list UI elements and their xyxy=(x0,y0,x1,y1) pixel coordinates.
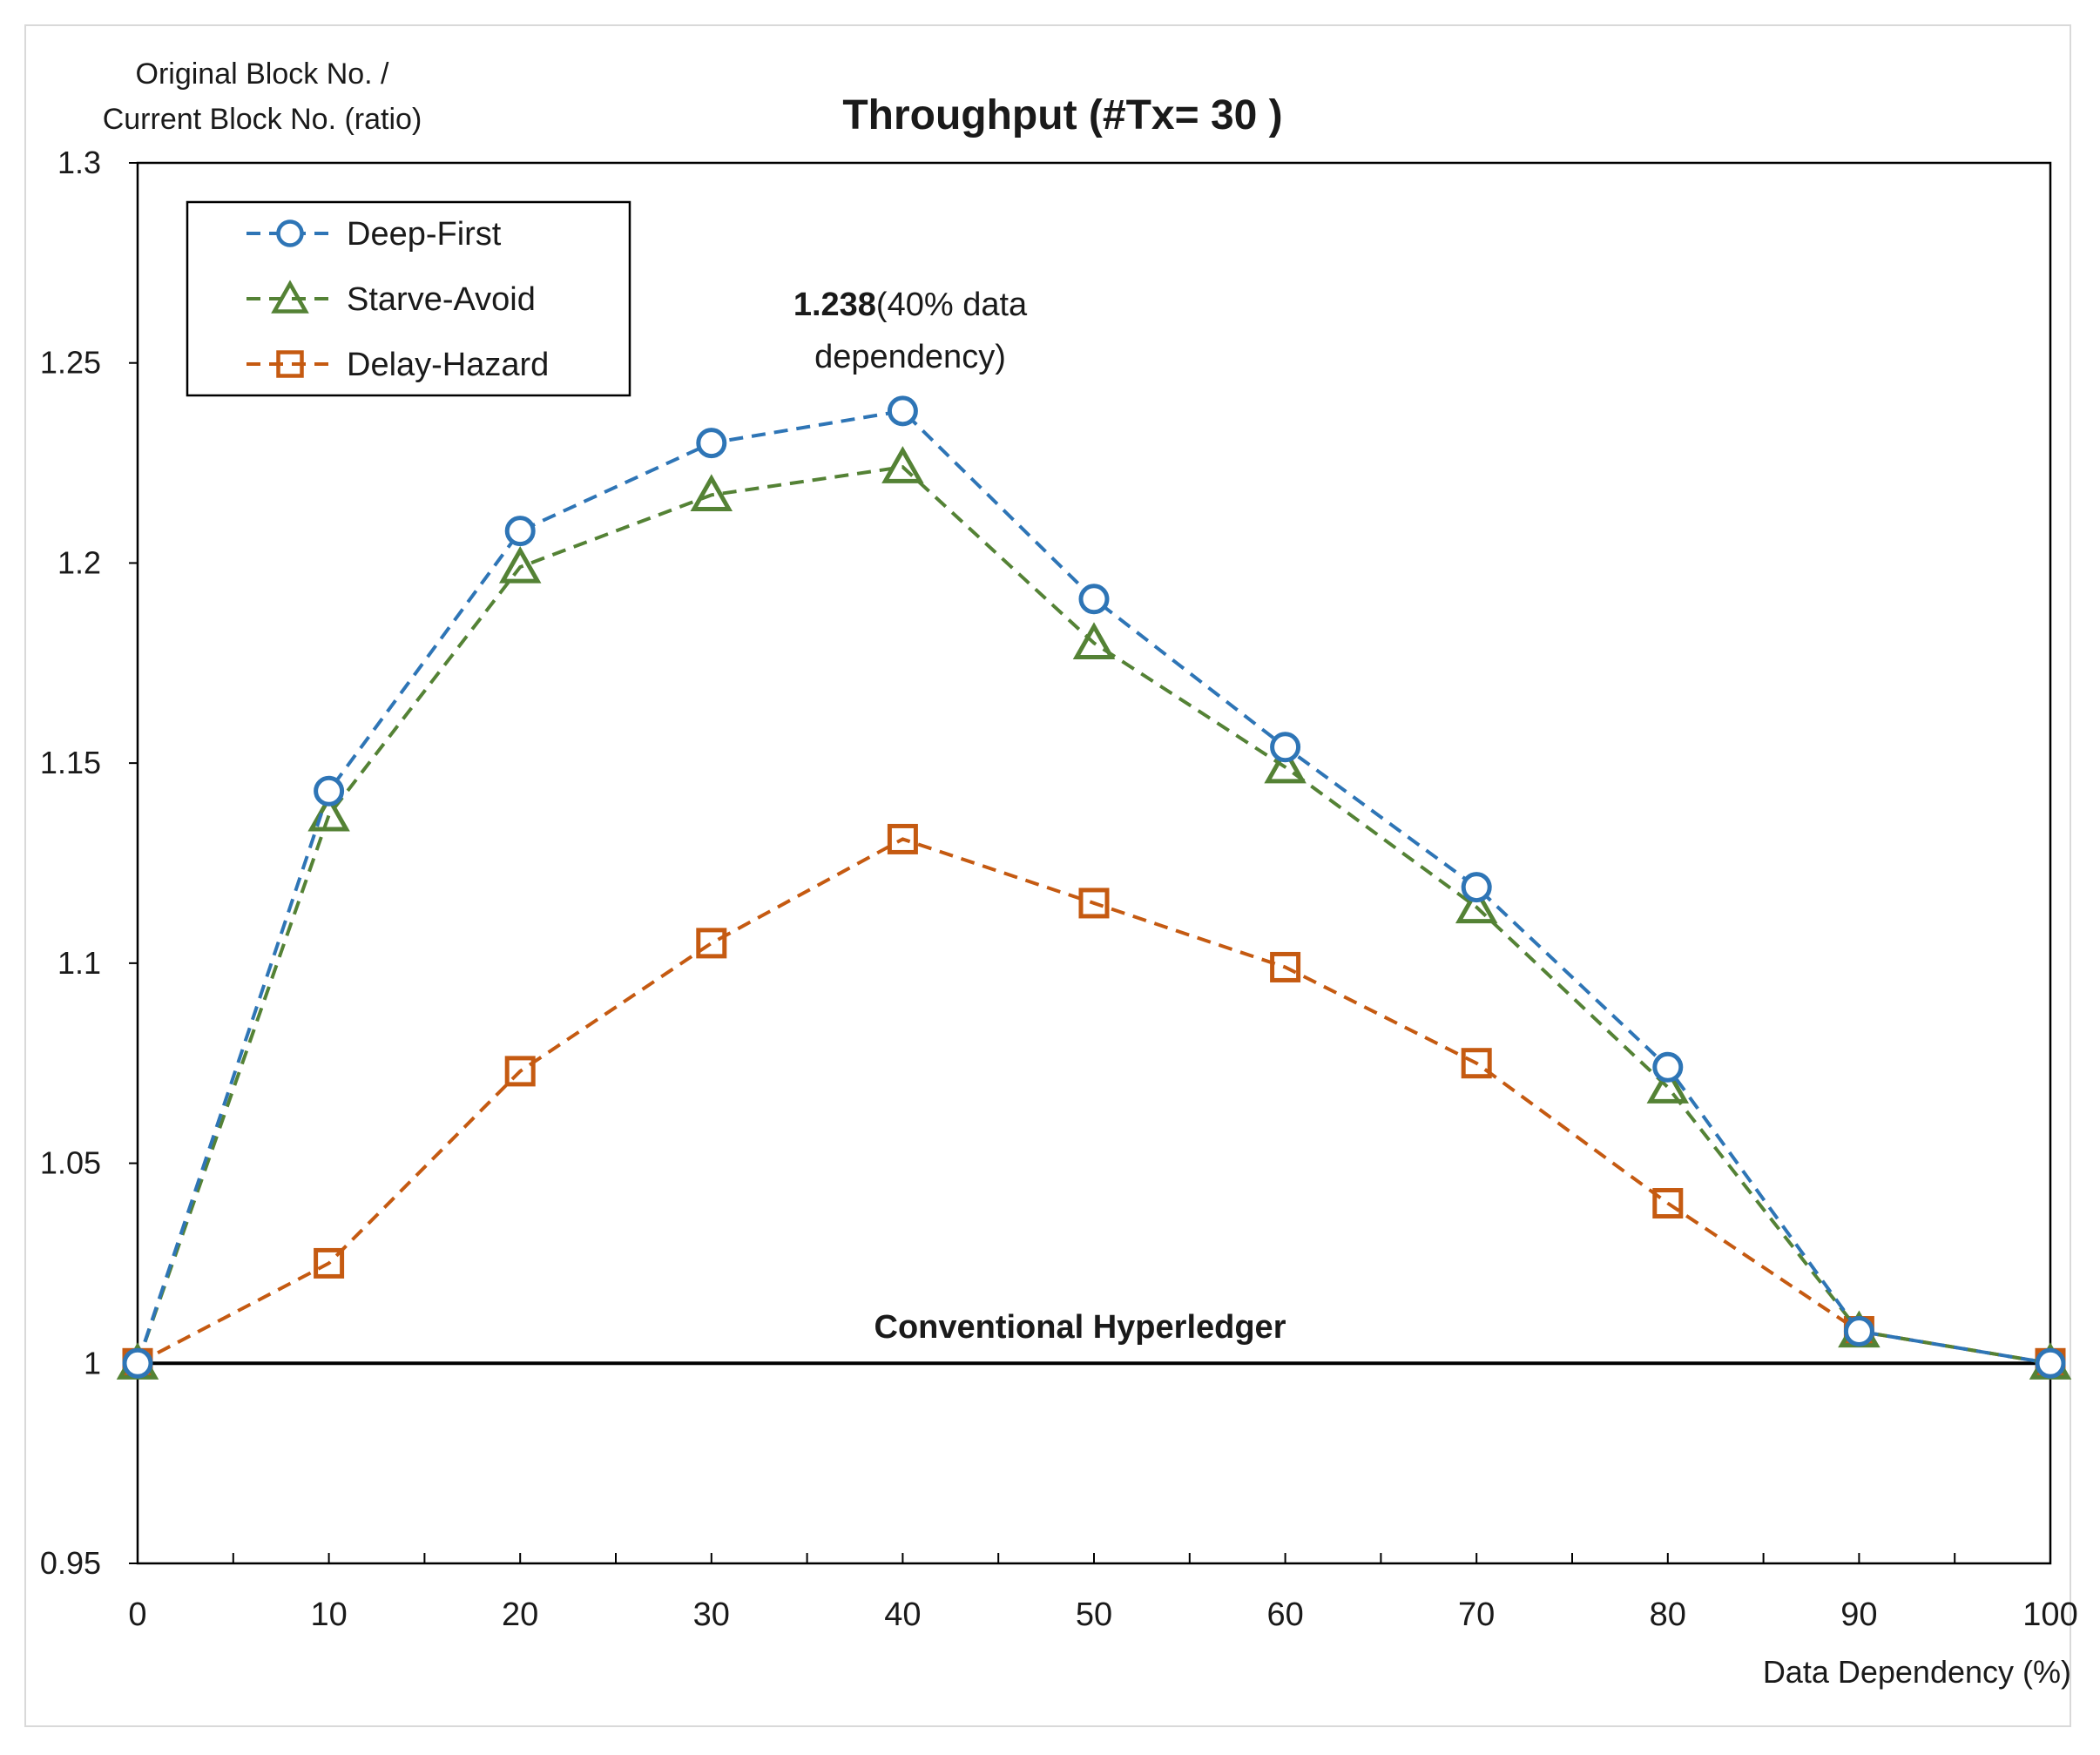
x-tick-label: 40 xyxy=(884,1596,921,1633)
data-point-deep-first xyxy=(1652,1051,1684,1083)
peak-annotation-line-2: dependency) xyxy=(814,339,1006,375)
chart-title: Throughput (#Tx= 30 ) xyxy=(842,92,1282,138)
series-layer xyxy=(116,395,2072,1380)
text-layer: Original Block No. / Current Block No. (… xyxy=(103,57,2071,1690)
y-axis-label-line-2: Current Block No. (ratio) xyxy=(103,103,422,136)
legend-marker-starve-avoid xyxy=(271,280,309,314)
peak-annotation-value: 1.238 xyxy=(793,287,876,323)
data-point-deep-first xyxy=(1078,584,1110,615)
series-line-starve-avoid xyxy=(136,465,2051,1366)
data-point-starve-avoid xyxy=(690,474,733,511)
baseline-label: Conventional Hyperledger xyxy=(874,1309,1286,1346)
y-tick-label: 1.3 xyxy=(57,145,101,180)
x-tick-label: 0 xyxy=(128,1596,146,1633)
x-tick-label: 70 xyxy=(1458,1596,1495,1633)
legend: Deep-First Starve-Avoid Delay-Hazard xyxy=(186,200,631,397)
peak-annotation-text: (40% data xyxy=(876,287,1028,323)
data-point-starve-avoid xyxy=(1646,1066,1690,1104)
y-tick-label: 1.25 xyxy=(40,345,101,381)
data-point-starve-avoid xyxy=(1072,622,1116,659)
y-tick-label: 1.1 xyxy=(57,945,101,981)
data-point-deep-first xyxy=(504,516,536,547)
data-point-delay-hazard xyxy=(887,823,918,854)
data-point-deep-first xyxy=(887,395,918,427)
y-tick-label: 1.05 xyxy=(40,1145,101,1181)
data-point-starve-avoid xyxy=(1455,886,1498,924)
x-tick-label: 10 xyxy=(310,1596,347,1633)
peak-annotation-line-1: 1.238(40% data xyxy=(793,287,1028,323)
y-tick-label: 1.2 xyxy=(57,544,101,580)
series-line-delay-hazard xyxy=(137,837,2051,1366)
x-tick-label: 30 xyxy=(693,1596,730,1633)
data-point-delay-hazard xyxy=(1652,1188,1684,1219)
x-tick-label: 20 xyxy=(502,1596,538,1633)
data-point-delay-hazard xyxy=(1461,1048,1492,1079)
legend-label-starve-avoid: Starve-Avoid xyxy=(347,281,536,318)
x-tick-label: 90 xyxy=(1840,1596,1877,1633)
data-point-delay-hazard xyxy=(314,1247,345,1279)
data-point-starve-avoid xyxy=(881,446,924,483)
data-point-delay-hazard xyxy=(1270,951,1301,982)
legend-box xyxy=(186,200,631,397)
legend-marker-delay-hazard xyxy=(276,350,304,378)
legend-label-delay-hazard: Delay-Hazard xyxy=(347,347,549,383)
x-axis-label: Data Dependency (%) xyxy=(1763,1654,2071,1690)
data-point-deep-first xyxy=(2035,1347,2066,1379)
x-tick-label: 80 xyxy=(1650,1596,1686,1633)
legend-label-deep-first: Deep-First xyxy=(347,216,502,253)
data-point-deep-first xyxy=(1270,732,1301,763)
axes-layer: 0.95 1 1.05 1.1 1.15 1.2 1.25 1.3 0 10 20 30 40 50 60 7… xyxy=(40,145,2078,1633)
data-point-starve-avoid xyxy=(498,545,542,584)
data-point-delay-hazard xyxy=(504,1056,536,1087)
y-tick-label: 0.95 xyxy=(40,1545,101,1581)
data-point-deep-first xyxy=(696,428,727,459)
data-point-deep-first xyxy=(1843,1316,1874,1347)
data-point-deep-first xyxy=(122,1347,153,1379)
y-tick-label: 1.15 xyxy=(40,745,101,780)
y-tick-label: 1 xyxy=(84,1345,101,1380)
legend-marker-deep-first xyxy=(276,219,304,247)
x-tick-label: 60 xyxy=(1266,1596,1303,1633)
x-tick-label: 100 xyxy=(2022,1596,2077,1633)
x-tick-label: 50 xyxy=(1076,1596,1112,1633)
data-point-deep-first xyxy=(1461,872,1492,903)
data-point-deep-first xyxy=(314,775,345,807)
data-point-starve-avoid xyxy=(1264,746,1307,784)
data-point-delay-hazard xyxy=(1078,888,1110,919)
data-point-delay-hazard xyxy=(696,928,727,959)
series-line-deep-first xyxy=(136,408,2051,1366)
y-axis-label-line-1: Original Block No. / xyxy=(136,57,390,91)
